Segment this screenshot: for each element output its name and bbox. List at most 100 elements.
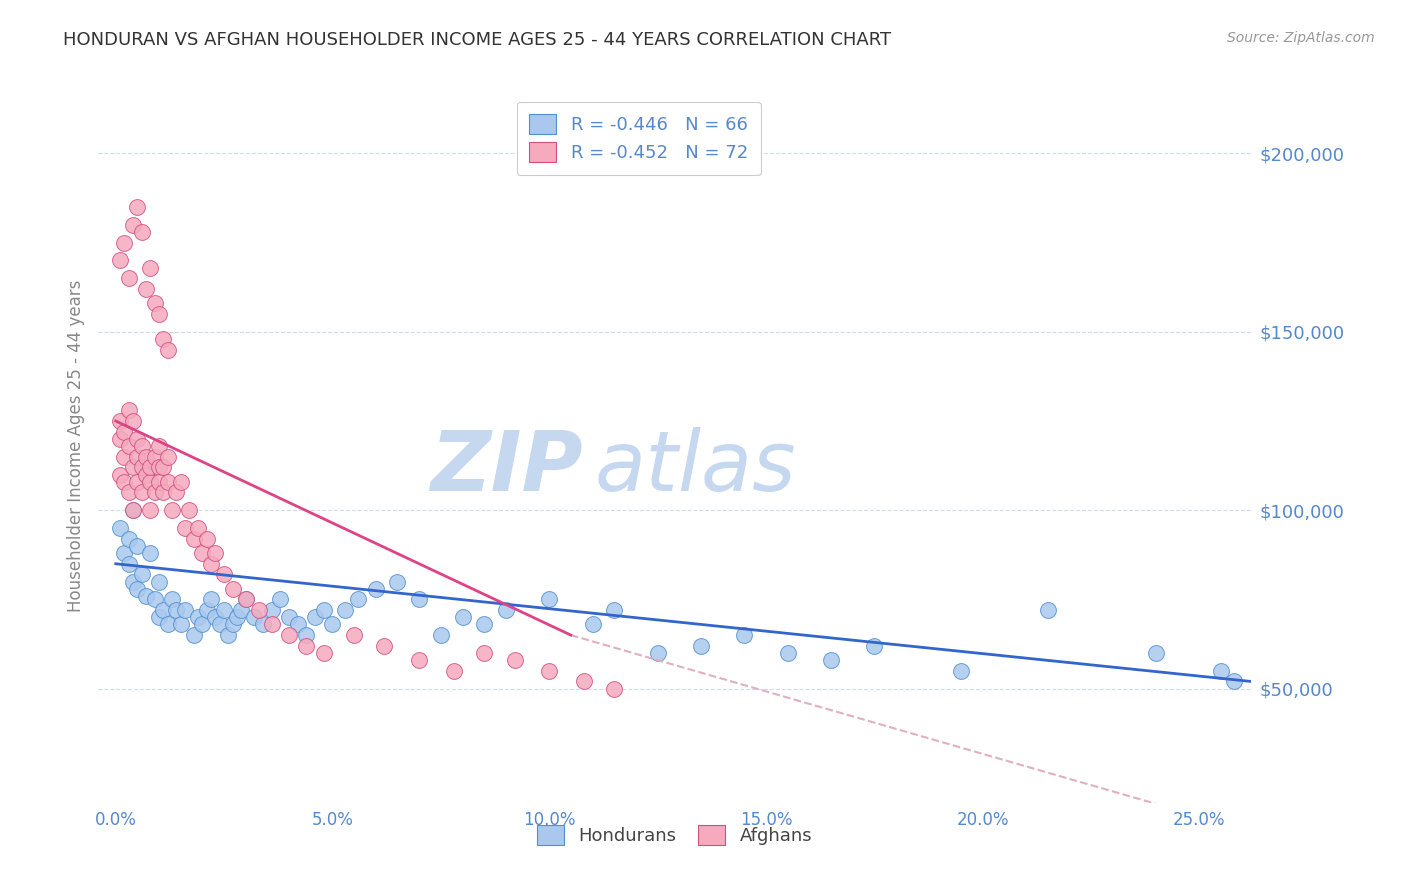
Point bbox=[118, 485, 141, 500]
Point bbox=[200, 592, 222, 607]
Point bbox=[495, 603, 517, 617]
Legend: Hondurans, Afghans: Hondurans, Afghans bbox=[524, 813, 825, 858]
Point bbox=[148, 475, 170, 489]
Point bbox=[212, 603, 235, 617]
Point bbox=[165, 485, 187, 500]
Point bbox=[321, 617, 343, 632]
Point bbox=[603, 603, 626, 617]
Point bbox=[312, 603, 335, 617]
Point bbox=[112, 235, 135, 250]
Point bbox=[156, 617, 179, 632]
Point bbox=[1036, 603, 1059, 617]
Point bbox=[131, 485, 153, 500]
Point bbox=[127, 475, 149, 489]
Point bbox=[122, 460, 145, 475]
Point bbox=[347, 592, 370, 607]
Point bbox=[139, 546, 162, 560]
Point bbox=[538, 592, 561, 607]
Point bbox=[156, 475, 179, 489]
Point bbox=[222, 617, 245, 632]
Point bbox=[118, 271, 141, 285]
Point bbox=[160, 592, 183, 607]
Point bbox=[112, 475, 135, 489]
Point bbox=[143, 592, 166, 607]
Text: HONDURAN VS AFGHAN HOUSEHOLDER INCOME AGES 25 - 44 YEARS CORRELATION CHART: HONDURAN VS AFGHAN HOUSEHOLDER INCOME AG… bbox=[63, 31, 891, 49]
Point bbox=[733, 628, 755, 642]
Point bbox=[152, 603, 174, 617]
Point bbox=[118, 403, 141, 417]
Point bbox=[949, 664, 972, 678]
Point bbox=[139, 503, 162, 517]
Point bbox=[408, 592, 430, 607]
Point bbox=[148, 307, 170, 321]
Point bbox=[156, 343, 179, 357]
Point bbox=[1209, 664, 1232, 678]
Point bbox=[235, 592, 257, 607]
Point bbox=[112, 425, 135, 439]
Point bbox=[231, 603, 253, 617]
Point bbox=[689, 639, 711, 653]
Point bbox=[183, 628, 205, 642]
Point bbox=[108, 253, 131, 268]
Point bbox=[335, 603, 357, 617]
Point bbox=[148, 610, 170, 624]
Point bbox=[260, 603, 283, 617]
Point bbox=[443, 664, 465, 678]
Point bbox=[472, 617, 495, 632]
Point bbox=[148, 574, 170, 589]
Point bbox=[217, 628, 239, 642]
Point bbox=[603, 681, 626, 696]
Point bbox=[222, 582, 245, 596]
Point bbox=[187, 521, 209, 535]
Point bbox=[108, 467, 131, 482]
Point bbox=[278, 628, 301, 642]
Point bbox=[863, 639, 886, 653]
Point bbox=[127, 582, 149, 596]
Point bbox=[212, 567, 235, 582]
Point bbox=[143, 450, 166, 464]
Point bbox=[820, 653, 842, 667]
Point bbox=[170, 617, 193, 632]
Text: ZIP: ZIP bbox=[430, 427, 582, 508]
Point bbox=[135, 450, 157, 464]
Point bbox=[131, 567, 153, 582]
Point bbox=[235, 592, 257, 607]
Point bbox=[472, 646, 495, 660]
Point bbox=[165, 603, 187, 617]
Point bbox=[122, 503, 145, 517]
Point bbox=[204, 546, 226, 560]
Point bbox=[122, 574, 145, 589]
Point bbox=[647, 646, 669, 660]
Point bbox=[430, 628, 453, 642]
Point bbox=[108, 414, 131, 428]
Point bbox=[112, 546, 135, 560]
Point bbox=[572, 674, 595, 689]
Point bbox=[451, 610, 474, 624]
Point bbox=[122, 218, 145, 232]
Point bbox=[1144, 646, 1167, 660]
Point bbox=[118, 557, 141, 571]
Point bbox=[108, 432, 131, 446]
Point bbox=[152, 332, 174, 346]
Point bbox=[135, 589, 157, 603]
Point bbox=[127, 539, 149, 553]
Point bbox=[131, 439, 153, 453]
Point bbox=[127, 432, 149, 446]
Point bbox=[312, 646, 335, 660]
Y-axis label: Householder Income Ages 25 - 44 years: Householder Income Ages 25 - 44 years bbox=[66, 280, 84, 612]
Point bbox=[247, 603, 270, 617]
Point bbox=[135, 467, 157, 482]
Point bbox=[204, 610, 226, 624]
Point bbox=[304, 610, 326, 624]
Point bbox=[776, 646, 799, 660]
Point bbox=[200, 557, 222, 571]
Point bbox=[260, 617, 283, 632]
Point bbox=[343, 628, 366, 642]
Point bbox=[122, 414, 145, 428]
Point bbox=[122, 503, 145, 517]
Point bbox=[139, 260, 162, 275]
Point bbox=[538, 664, 561, 678]
Point bbox=[1223, 674, 1246, 689]
Point bbox=[387, 574, 409, 589]
Point bbox=[581, 617, 603, 632]
